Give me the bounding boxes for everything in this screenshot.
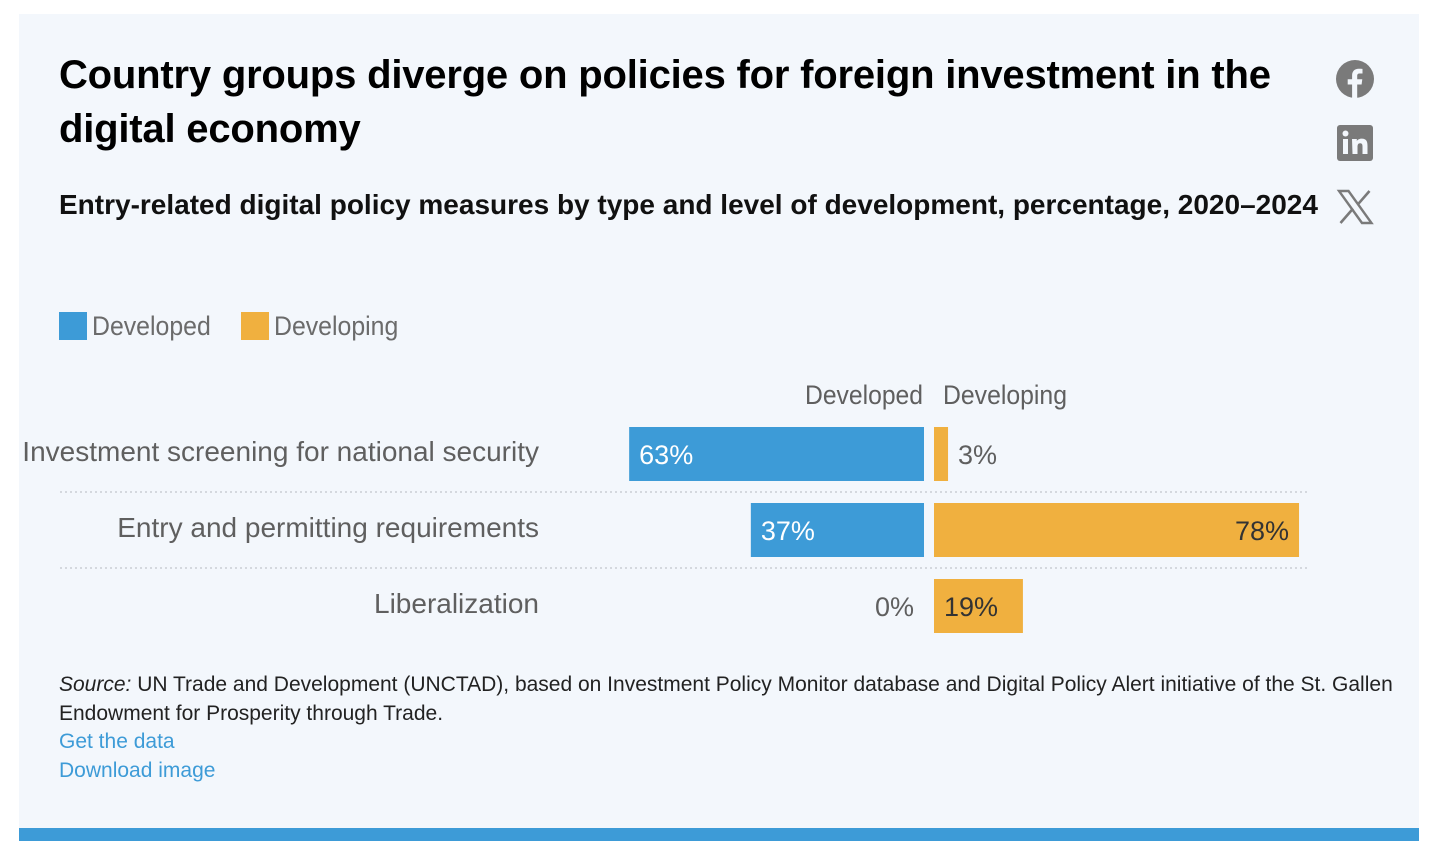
bottom-accent-bar [19, 828, 1419, 841]
bar-developing [934, 503, 1300, 557]
chart-card [19, 14, 1419, 828]
legend-label-developed: Developed [92, 310, 211, 341]
legend-item-developed: Developed [59, 311, 221, 342]
column-header-developed: Developed [805, 380, 923, 410]
legend-item-developing: Developing [241, 311, 409, 342]
facebook-icon[interactable] [1333, 57, 1377, 101]
data-label-developed: 37% [761, 516, 815, 546]
get-data-link[interactable]: Get the data [59, 730, 175, 753]
chart-title: Country groups diverge on policies for f… [59, 53, 1271, 151]
bar-developed [750, 503, 924, 557]
linkedin-icon[interactable] [1333, 121, 1377, 165]
chart-subtitle: Entry-related digital policy measures by… [59, 189, 1318, 220]
source-label: Source: [59, 673, 132, 696]
source-text: UN Trade and Development (UNCTAD), based… [59, 673, 1393, 725]
legend-swatch-developing [241, 312, 270, 340]
bar-developing [934, 427, 949, 481]
data-label-developing: 3% [958, 440, 997, 470]
legend-label-developing: Developing [274, 310, 399, 341]
data-label-developing: 78% [1235, 516, 1289, 546]
legend-swatch-developed [59, 312, 87, 340]
category-label: Liberalization [374, 588, 539, 619]
bar-developing [934, 579, 1023, 633]
source-note: Source: UN Trade and Development (UNCTAD… [59, 670, 1399, 728]
category-label: Entry and permitting requirements [117, 512, 539, 543]
data-label-developed: 63% [639, 440, 693, 470]
bar-developed [629, 427, 924, 481]
legend: Developed Developing [59, 310, 429, 342]
column-header-developing: Developing [943, 380, 1067, 410]
data-label-developed: 0% [875, 592, 914, 622]
category-label: Investment screening for national securi… [22, 436, 539, 467]
x-icon[interactable] [1333, 185, 1377, 229]
download-image-link[interactable]: Download image [59, 759, 216, 782]
data-label-developing: 19% [944, 592, 998, 622]
